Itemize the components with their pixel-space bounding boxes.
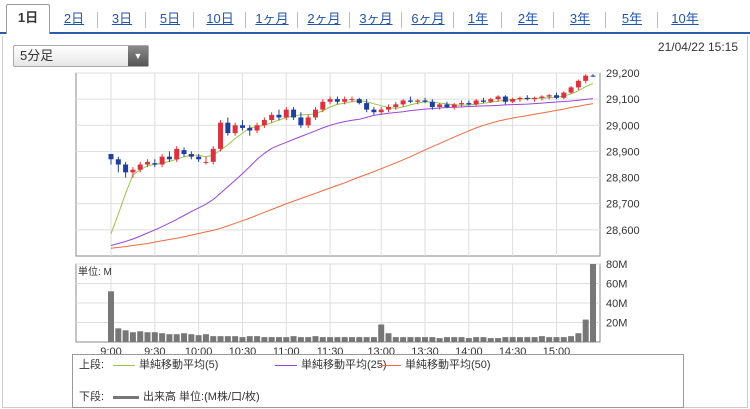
legend-ma5-swatch	[113, 364, 135, 366]
legend-ma25: 単純移動平均(25)	[275, 358, 387, 372]
tab-9[interactable]: 1年	[467, 11, 489, 26]
legend-volume: 出来高 単位:(M株/口/枚)	[113, 390, 260, 404]
tab-3[interactable]: 5日	[159, 11, 181, 26]
legend-lower-label: 下段:	[79, 391, 105, 403]
legend-ma50: 単純移動平均(50)	[379, 358, 491, 372]
legend-volume-swatch	[113, 395, 139, 399]
interval-select[interactable]: 5分足 ▼	[13, 45, 149, 67]
legend-upper-label: 上段:	[79, 359, 105, 371]
legend-volume-label: 出来高 単位:(M株/口/枚)	[143, 391, 260, 403]
tab-separator	[349, 12, 350, 28]
legend-ma50-swatch	[379, 364, 401, 366]
tab-1[interactable]: 2日	[63, 11, 85, 26]
period-tabs: 1日 2日 3日 5日 10日 1ヶ月 2ヶ月 3ヶ月 6ヶ月 1年 2年 3年 5年 10年	[0, 0, 750, 34]
tab-2[interactable]: 3日	[111, 11, 133, 26]
legend-ma5: 単純移動平均(5)	[113, 358, 218, 372]
tab-4[interactable]: 10日	[206, 11, 234, 26]
legend-ma25-swatch	[275, 364, 297, 366]
tab-6[interactable]: 2ヶ月	[307, 11, 341, 26]
tab-separator	[657, 12, 658, 28]
tab-8[interactable]: 6ヶ月	[411, 11, 445, 26]
tab-7[interactable]: 3ヶ月	[359, 11, 393, 26]
tab-separator	[401, 12, 402, 28]
chart-panel	[2, 36, 748, 408]
tab-separator	[297, 12, 298, 28]
tab-separator	[145, 12, 146, 28]
tab-10[interactable]: 2年	[517, 11, 539, 26]
legend-ma5-label: 単純移動平均(5)	[139, 359, 219, 371]
tab-0[interactable]: 1日	[6, 4, 50, 34]
legend-ma50-label: 単純移動平均(50)	[405, 359, 491, 371]
legend-ma25-label: 単純移動平均(25)	[301, 359, 387, 371]
tab-5[interactable]: 1ヶ月	[255, 11, 289, 26]
tab-separator	[453, 12, 454, 28]
interval-select-value: 5分足	[20, 48, 54, 63]
tab-separator	[245, 12, 246, 28]
tab-separator	[501, 12, 502, 28]
chart-legend: 上段: 単純移動平均(5) 単純移動平均(25) 単純移動平均(50) 下段: …	[72, 354, 684, 408]
chart-datetime: 21/04/22 15:15	[657, 40, 738, 54]
tab-11[interactable]: 3年	[569, 11, 591, 26]
tab-separator	[193, 12, 194, 28]
tab-separator	[605, 12, 606, 28]
tab-13[interactable]: 10年	[671, 11, 699, 26]
chevron-down-icon[interactable]: ▼	[128, 46, 148, 66]
tab-separator	[553, 12, 554, 28]
tab-12[interactable]: 5年	[621, 11, 643, 26]
tab-separator	[97, 12, 98, 28]
